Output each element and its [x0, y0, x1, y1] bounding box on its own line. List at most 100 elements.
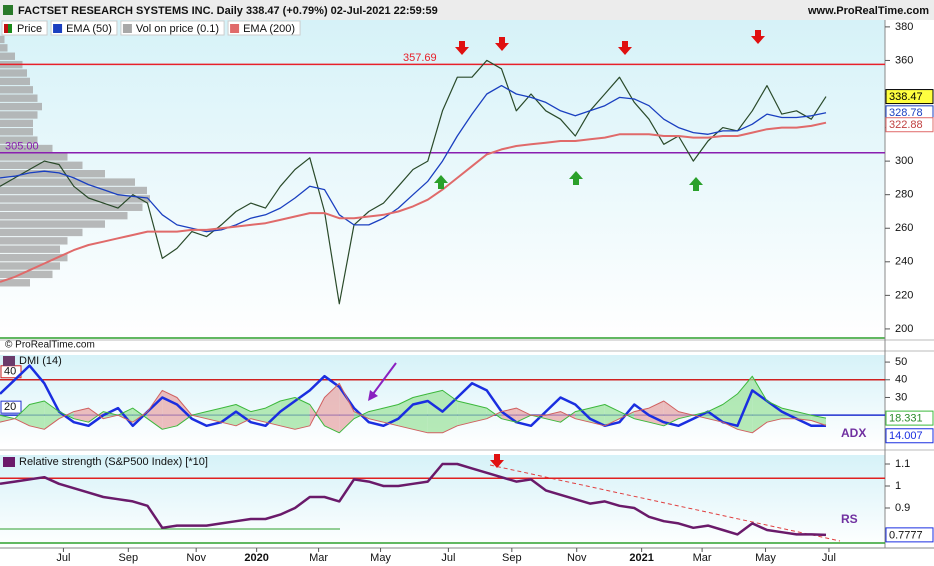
y-tick-label: 280: [895, 189, 913, 201]
x-tick-label: Mar: [309, 552, 328, 564]
down-arrow: [455, 41, 469, 55]
volume-bar: [0, 52, 15, 60]
value-label: 322.88: [889, 119, 923, 131]
data-layer: 2002202402602803003203403603803040500.91…: [0, 20, 934, 564]
x-tick-label: Sep: [502, 552, 522, 564]
header-icon: [3, 5, 13, 15]
legend-swatch: [53, 24, 63, 33]
di-band: [457, 401, 472, 426]
down-arrow: [495, 37, 509, 51]
y-tick-label: 30: [895, 391, 907, 403]
rs-panel: [0, 455, 885, 548]
volume-bar: [0, 170, 105, 178]
volume-bar: [0, 186, 147, 195]
up-arrow: [689, 177, 703, 191]
sell-arrows: [455, 30, 765, 468]
y-tick-label: 1: [895, 480, 901, 492]
y-tick-label: 50: [895, 356, 907, 368]
buy-arrows: [434, 171, 703, 191]
value-label: 18.331: [889, 413, 923, 425]
di-band: [796, 411, 812, 421]
y-tick-label: 300: [895, 155, 913, 167]
volume-bar: [0, 144, 53, 153]
value-box: [885, 410, 934, 426]
di-band: [663, 401, 679, 426]
volume-bar: [0, 35, 5, 44]
di-band: [752, 376, 767, 433]
x-tick-label: Jul: [822, 552, 836, 564]
volume-bar: [0, 161, 83, 170]
y-tick-label: 260: [895, 222, 913, 234]
volume-bar: [0, 119, 33, 128]
di-band: [295, 397, 310, 430]
series-line: [0, 375, 827, 434]
volume-bar: [0, 111, 38, 119]
volume-bar: [0, 128, 33, 136]
di-band: [368, 408, 384, 423]
y-tick-label: 220: [895, 289, 913, 301]
panel-title: DMI (14): [19, 355, 62, 367]
legend-bg: [120, 20, 225, 36]
x-tick-label: Jul: [56, 552, 70, 564]
volume-bar: [0, 195, 150, 203]
di-band: [73, 408, 89, 423]
panel-title: Relative strength (S&P500 Index) [*10]: [19, 456, 208, 468]
series-line: [0, 121, 827, 283]
di-band: [29, 401, 45, 430]
y-tick-label: 240: [895, 256, 913, 268]
volume-bar: [0, 220, 105, 228]
di-band: [0, 415, 15, 423]
level-label: 20: [4, 401, 16, 413]
x-tick-label: 2021: [629, 552, 653, 564]
value-box: [885, 89, 934, 105]
series-line: [0, 462, 827, 537]
volume-bar: [0, 44, 8, 52]
level-label-box: [0, 400, 22, 414]
source: www.ProRealTime.com: [807, 5, 929, 17]
volume-bar: [0, 94, 38, 102]
rs-icon: [3, 457, 15, 467]
di-band: [767, 401, 782, 423]
di-band: [265, 401, 281, 426]
x-tick-label: Nov: [186, 552, 206, 564]
di-band: [324, 383, 340, 433]
value-box: [885, 428, 934, 444]
value-label: 14.007: [889, 430, 923, 442]
volume-bar: [0, 178, 135, 186]
volume-bar: [0, 262, 60, 270]
di-band: [250, 408, 266, 423]
volume-bar: [0, 77, 30, 86]
volume-bar: [0, 102, 42, 111]
legend-label: EMA (200): [243, 23, 295, 35]
y-tick-label: 1.1: [895, 458, 910, 470]
y-tick-label: 40: [895, 374, 907, 386]
annotation: ADX: [841, 426, 866, 440]
x-tick-label: 2020: [244, 552, 268, 564]
legend-swatch: [230, 24, 240, 33]
y-tick-label: 200: [895, 323, 913, 335]
legend-bg: [227, 20, 301, 36]
x-tick-label: Sep: [119, 552, 139, 564]
di-band: [280, 397, 295, 430]
up-arrow: [434, 175, 448, 189]
di-band: [88, 408, 104, 423]
x-tick-label: Mar: [693, 552, 712, 564]
value-box: [885, 527, 934, 543]
chart-title: FACTSET RESEARCH SYSTEMS INC. Daily 338.…: [18, 5, 438, 17]
volume-bar: [0, 245, 60, 253]
down-arrow: [618, 41, 632, 55]
y-tick-label: 380: [895, 21, 913, 33]
di-band: [206, 408, 222, 423]
volume-bar: [0, 237, 68, 245]
di-band: [560, 411, 576, 423]
y-tick-label: 0.9: [895, 502, 910, 514]
legend-label: Vol on price (0.1): [136, 23, 219, 35]
volume-profile: [0, 35, 150, 287]
volume-bar: [0, 279, 30, 287]
pointer-arrow: [372, 362, 397, 395]
x-tick-label: Jul: [441, 552, 455, 564]
legend-label: Price: [17, 23, 42, 35]
x-tick-label: May: [370, 552, 391, 564]
legend-swatch: [4, 24, 8, 33]
